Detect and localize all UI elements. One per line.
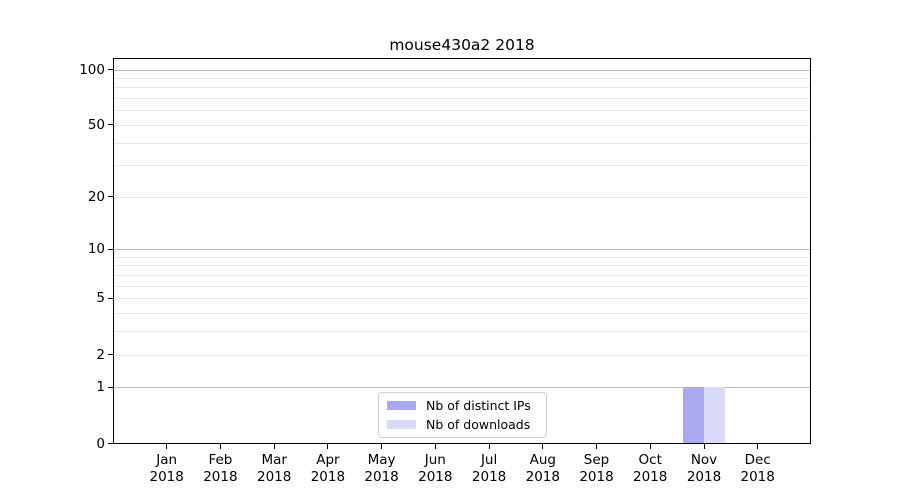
x-tick-year: 2018 bbox=[310, 468, 346, 485]
legend-entry-downloads: Nb of downloads bbox=[387, 416, 538, 434]
x-tick-year: 2018 bbox=[418, 468, 453, 485]
y-tick-mark bbox=[108, 124, 113, 126]
x-tick-year: 2018 bbox=[364, 468, 399, 485]
x-tick-year: 2018 bbox=[257, 468, 292, 485]
gridline-minor bbox=[114, 196, 810, 198]
x-tick-year: 2018 bbox=[149, 468, 184, 485]
legend-swatch-distinct-ips bbox=[387, 401, 416, 411]
x-tick-month: Mar bbox=[261, 452, 287, 468]
gridline-major bbox=[114, 69, 810, 71]
gridline-minor bbox=[114, 298, 810, 300]
y-tick-mark bbox=[108, 248, 113, 250]
y-tick-label: 2 bbox=[96, 346, 105, 363]
y-tick-mark bbox=[108, 69, 113, 70]
y-tick-label: 0 bbox=[96, 435, 105, 452]
x-tick-month: Dec bbox=[744, 452, 771, 468]
gridline-minor bbox=[114, 87, 810, 89]
x-tick-mark bbox=[381, 444, 383, 449]
x-tick-label: Mar 2018 bbox=[242, 452, 306, 485]
x-tick-year: 2018 bbox=[203, 468, 238, 485]
x-tick-mark bbox=[703, 444, 705, 449]
gridline-minor bbox=[114, 98, 810, 100]
gridline-minor bbox=[114, 285, 810, 287]
plot-area bbox=[113, 58, 811, 444]
x-tick-month: Oct bbox=[638, 452, 662, 468]
x-tick-label: Jun 2018 bbox=[403, 452, 467, 485]
y-tick-mark bbox=[108, 196, 113, 198]
x-tick-month: Aug bbox=[529, 452, 556, 468]
x-tick-month: Jul bbox=[480, 452, 498, 468]
x-tick-month: Feb bbox=[208, 452, 233, 468]
x-tick-month: Apr bbox=[316, 452, 340, 468]
y-tick-label: 50 bbox=[87, 116, 105, 133]
y-tick-label: 1 bbox=[96, 379, 105, 396]
x-tick-mark bbox=[649, 444, 651, 449]
y-tick-mark bbox=[108, 386, 113, 388]
legend: Nb of distinct IPs Nb of downloads bbox=[378, 392, 547, 438]
legend-label-distinct-ips: Nb of distinct IPs bbox=[426, 398, 531, 414]
x-tick-mark bbox=[273, 444, 275, 449]
gridline-minor bbox=[114, 265, 810, 267]
y-tick-label: 5 bbox=[96, 290, 105, 307]
legend-label-downloads: Nb of downloads bbox=[426, 416, 531, 432]
gridline-minor bbox=[114, 331, 810, 333]
chart-title: mouse430a2 2018 bbox=[389, 36, 535, 54]
gridline-minor bbox=[114, 165, 810, 167]
x-tick-month: Jun bbox=[424, 452, 446, 468]
gridline-major bbox=[114, 387, 810, 389]
x-tick-label: Apr 2018 bbox=[296, 452, 360, 485]
gridline-minor bbox=[114, 256, 810, 258]
x-tick-mark bbox=[166, 444, 168, 449]
y-tick-mark bbox=[108, 297, 113, 299]
x-tick-label: May 2018 bbox=[350, 452, 414, 485]
gridline-minor bbox=[114, 142, 810, 144]
gridline-minor bbox=[114, 275, 810, 276]
legend-entry-distinct-ips: Nb of distinct IPs bbox=[387, 397, 538, 415]
x-tick-mark bbox=[434, 444, 436, 449]
y-tick-label: 20 bbox=[87, 188, 105, 205]
x-tick-label: Oct 2018 bbox=[618, 452, 682, 485]
x-tick-label: Aug 2018 bbox=[511, 452, 575, 485]
gridline-minor bbox=[114, 354, 810, 356]
x-tick-mark bbox=[327, 444, 329, 449]
y-tick-label: 100 bbox=[79, 61, 105, 78]
bar-nb-of-downloads bbox=[703, 387, 725, 444]
x-tick-label: Jan 2018 bbox=[135, 452, 199, 485]
x-tick-month: Nov bbox=[690, 452, 718, 468]
y-tick-mark bbox=[108, 443, 113, 444]
gridline-minor bbox=[114, 77, 810, 79]
x-tick-month: Jan bbox=[156, 452, 178, 468]
x-tick-year: 2018 bbox=[686, 468, 722, 485]
x-tick-label: Feb 2018 bbox=[188, 452, 252, 485]
x-tick-label: Nov 2018 bbox=[672, 452, 736, 485]
x-tick-label: Sep 2018 bbox=[565, 452, 629, 485]
x-tick-label: Dec 2018 bbox=[726, 452, 790, 485]
x-tick-year: 2018 bbox=[525, 468, 560, 485]
y-tick-label: 10 bbox=[87, 241, 105, 258]
gridline-minor bbox=[114, 313, 810, 315]
x-tick-month: May bbox=[367, 452, 396, 468]
gridline-minor bbox=[114, 110, 810, 112]
legend-swatch-downloads bbox=[387, 419, 416, 429]
gridline-major bbox=[114, 249, 810, 251]
x-tick-label: Jul 2018 bbox=[457, 452, 521, 485]
x-tick-month: Sep bbox=[583, 452, 610, 468]
x-tick-year: 2018 bbox=[633, 468, 668, 485]
gridline-minor bbox=[114, 124, 810, 126]
x-tick-year: 2018 bbox=[579, 468, 614, 485]
x-tick-year: 2018 bbox=[740, 468, 775, 485]
x-tick-mark bbox=[219, 444, 221, 449]
x-tick-mark bbox=[488, 444, 490, 449]
x-tick-year: 2018 bbox=[471, 468, 507, 485]
bar-nb-of-distinct-ips bbox=[682, 387, 704, 444]
x-tick-mark bbox=[542, 444, 544, 449]
y-tick-mark bbox=[108, 354, 113, 355]
x-tick-mark bbox=[596, 444, 597, 449]
x-tick-mark bbox=[757, 444, 759, 449]
